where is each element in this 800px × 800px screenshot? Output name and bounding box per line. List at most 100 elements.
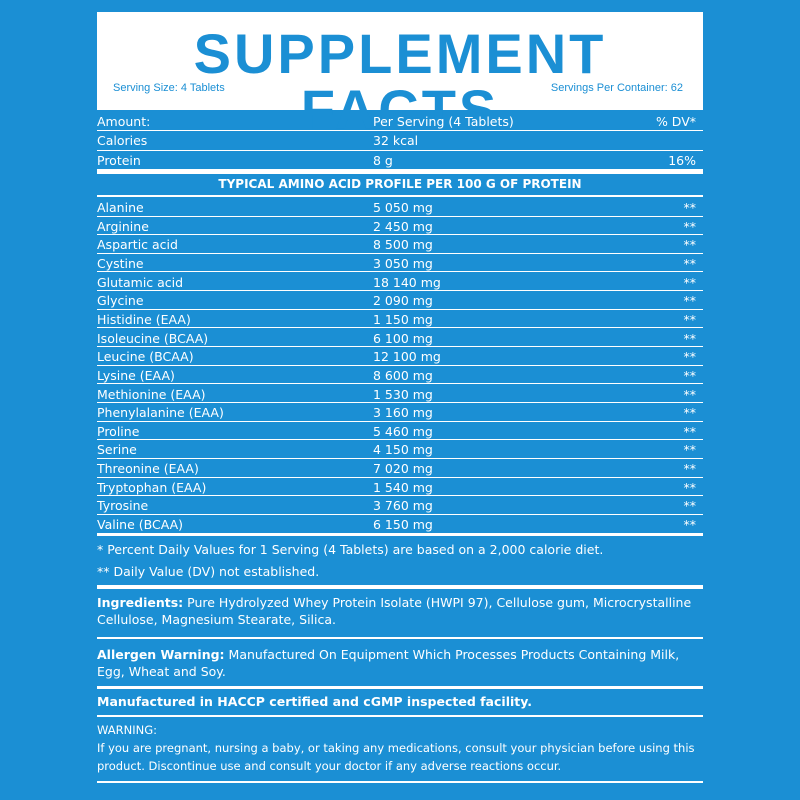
row-dv: ** [683,293,697,309]
servings-per-container: Servings Per Container: 62 [550,82,683,94]
rule [97,402,703,403]
row-amount: 1 540 mg [373,479,433,495]
paragraph-label: Ingredients: [97,595,184,610]
row-dv: 16% [668,152,696,168]
row-name: Methionine (EAA) [97,386,206,402]
rule [97,169,703,170]
row-amount: 2 450 mg [373,218,433,234]
row-dv: % DV* [655,114,696,129]
rule [97,686,703,689]
row-amount: 12 100 mg [373,349,441,365]
row-name: Isoleucine (BCAA) [97,330,209,346]
rule [97,476,703,478]
rule [97,149,703,151]
row-name: Calories [97,133,148,148]
rule [97,215,703,217]
row-dv: ** [683,255,697,271]
row-amount: 8 600 mg [373,367,433,383]
row-name: Cystine [97,255,144,271]
paragraph-text: Manufactured On Equipment Which Processe… [97,647,680,679]
row-dv: ** [683,349,697,365]
footnote: * Percent Daily Values for 1 Serving (4 … [97,542,604,557]
rule [97,637,703,639]
row-dv: ** [683,423,697,439]
rule [97,420,703,422]
row-name: Arginine [97,218,149,234]
rule [97,195,703,197]
row-amount: 5 460 mg [373,423,433,439]
rule [97,130,703,131]
row-name: Phenylalanine (EAA) [97,405,224,421]
row-dv: ** [683,386,697,402]
row-name: Proline [97,423,140,439]
row-name: Valine (BCAA) [97,517,184,533]
rule [97,383,703,385]
row-amount: 8 500 mg [373,237,433,253]
rule [97,715,703,717]
row-amount: 7 020 mg [373,461,433,477]
row-dv: ** [683,517,697,533]
row-dv: ** [683,200,697,215]
row-name: Tyrosine [97,498,149,514]
row-name: Protein [97,152,141,168]
row-name: Leucine (BCAA) [97,349,194,365]
row-dv: ** [683,218,697,234]
row-amount: 6 100 mg [373,330,433,346]
row-amount: 5 050 mg [373,200,433,215]
rule [97,495,703,497]
row-dv: ** [683,367,697,383]
row-name: Glycine [97,293,144,309]
row-dv: ** [683,237,697,253]
facility: Manufactured in HACCP certified and cGMP… [97,694,532,709]
row-name: Amount: [97,114,151,129]
rule [97,457,703,459]
rule [97,327,703,329]
rule [97,170,703,174]
rule [97,364,703,366]
row-name: Histidine (EAA) [97,311,191,327]
row-name: Lysine (EAA) [97,367,175,383]
paragraph: Ingredients: Pure Hydrolyzed Whey Protei… [97,594,707,628]
row-amount: 3 160 mg [373,405,433,421]
paragraph-text: Pure Hydrolyzed Whey Protein Isolate (HW… [97,595,692,627]
rule [97,513,703,515]
row-dv: ** [683,442,697,458]
row-amount: 4 150 mg [373,442,433,458]
row-amount: 1 150 mg [373,311,433,327]
row-amount: 1 530 mg [373,386,433,402]
row-amount: 8 g [373,152,393,168]
rule [97,252,703,254]
rule [97,585,703,589]
rule [97,271,703,273]
title: SUPPLEMENT FACTS [193,22,607,141]
row-dv: ** [683,479,697,495]
row-amount: 32 kcal [373,133,419,148]
row-amount: 3 760 mg [373,498,433,514]
row-amount: 18 140 mg [373,274,441,290]
row-dv: ** [683,311,697,327]
rule [97,781,703,783]
warning-label: WARNING: [97,723,157,737]
row-name: Serine [97,442,137,458]
row-name: Aspartic acid [97,237,178,253]
paragraph: Allergen Warning: Manufactured On Equipm… [97,646,707,680]
row-name: Glutamic acid [97,274,184,290]
warning-text: If you are pregnant, nursing a baby, or … [97,741,695,773]
serving-size: Serving Size: 4 Tablets [113,82,225,94]
rule [97,533,703,536]
row-name: Threonine (EAA) [97,461,199,477]
row-dv: ** [683,498,697,514]
row-amount: 6 150 mg [373,517,433,533]
section-title: TYPICAL AMINO ACID PROFILE PER 100 G OF … [218,177,582,191]
row-dv: ** [683,274,697,290]
rule [97,234,703,236]
row-name: Alanine [97,200,144,215]
rule [97,308,703,310]
row-name: Tryptophan (EAA) [97,479,207,495]
paragraph-label: Allergen Warning: [97,647,225,662]
header-box: SUPPLEMENT FACTS Serving Size: 4 Tablets… [97,12,703,138]
row-amount: 2 090 mg [373,293,433,309]
rule [97,346,703,348]
rule [97,439,703,441]
